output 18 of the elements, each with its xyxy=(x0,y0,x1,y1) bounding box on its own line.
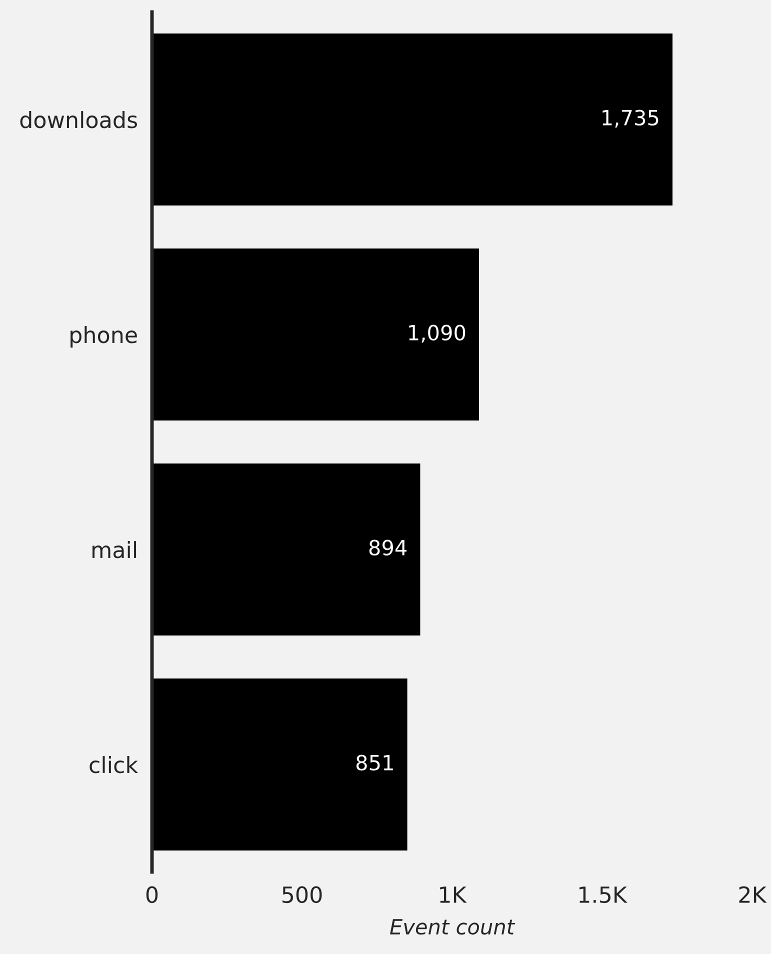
bar xyxy=(152,248,479,420)
y-tick-label: click xyxy=(90,756,138,774)
x-tick-label: 2K xyxy=(739,886,767,903)
x-tick-label: 1K xyxy=(440,886,467,903)
y-tick-label: mail xyxy=(92,541,136,558)
data-label: 894 xyxy=(369,540,407,556)
data-label: 1,090 xyxy=(409,324,466,343)
y-tick-label: downloads xyxy=(20,111,138,128)
x-axis-title: Event count xyxy=(390,919,516,935)
bar xyxy=(152,34,672,206)
bar xyxy=(152,678,408,850)
y-tick-label: phone xyxy=(70,326,137,348)
x-tick-label: 0 xyxy=(146,886,158,904)
data-label: 1,735 xyxy=(602,110,658,128)
x-tick-label: 500 xyxy=(282,886,322,904)
data-label: 851 xyxy=(356,754,393,771)
bar xyxy=(152,464,420,636)
x-tick-label: 1.5K xyxy=(579,886,628,904)
